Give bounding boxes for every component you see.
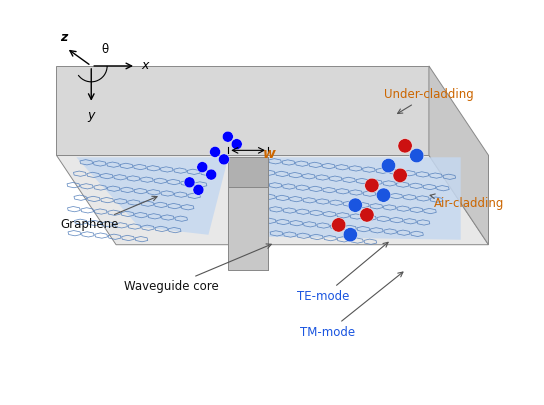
Text: Under-cladding: Under-cladding xyxy=(384,88,474,113)
Polygon shape xyxy=(76,157,228,235)
Ellipse shape xyxy=(393,168,407,183)
Text: Graphene: Graphene xyxy=(61,196,157,231)
Polygon shape xyxy=(268,157,461,240)
Polygon shape xyxy=(57,66,429,156)
Ellipse shape xyxy=(410,148,424,163)
Polygon shape xyxy=(228,187,268,270)
Ellipse shape xyxy=(381,158,395,173)
Text: x: x xyxy=(141,60,149,72)
Polygon shape xyxy=(228,157,268,187)
Ellipse shape xyxy=(219,154,230,165)
Ellipse shape xyxy=(231,139,242,149)
Ellipse shape xyxy=(209,147,220,158)
Ellipse shape xyxy=(398,139,412,153)
Ellipse shape xyxy=(376,188,391,202)
Ellipse shape xyxy=(348,198,362,212)
Ellipse shape xyxy=(222,131,233,142)
Ellipse shape xyxy=(193,184,204,195)
Polygon shape xyxy=(57,156,489,245)
Ellipse shape xyxy=(360,208,374,222)
Ellipse shape xyxy=(331,218,346,232)
Ellipse shape xyxy=(206,169,217,180)
Ellipse shape xyxy=(364,178,379,192)
Text: Waveguide core: Waveguide core xyxy=(123,244,271,293)
Ellipse shape xyxy=(184,177,195,188)
Text: w: w xyxy=(263,147,276,161)
Text: z: z xyxy=(60,31,67,44)
Ellipse shape xyxy=(197,162,208,173)
Text: y: y xyxy=(88,109,95,122)
Polygon shape xyxy=(429,66,489,245)
Text: θ: θ xyxy=(101,43,108,56)
Text: Air-cladding: Air-cladding xyxy=(430,194,504,210)
Text: TM-mode: TM-mode xyxy=(300,272,403,339)
Ellipse shape xyxy=(343,228,357,242)
Text: TE-mode: TE-mode xyxy=(297,242,388,303)
